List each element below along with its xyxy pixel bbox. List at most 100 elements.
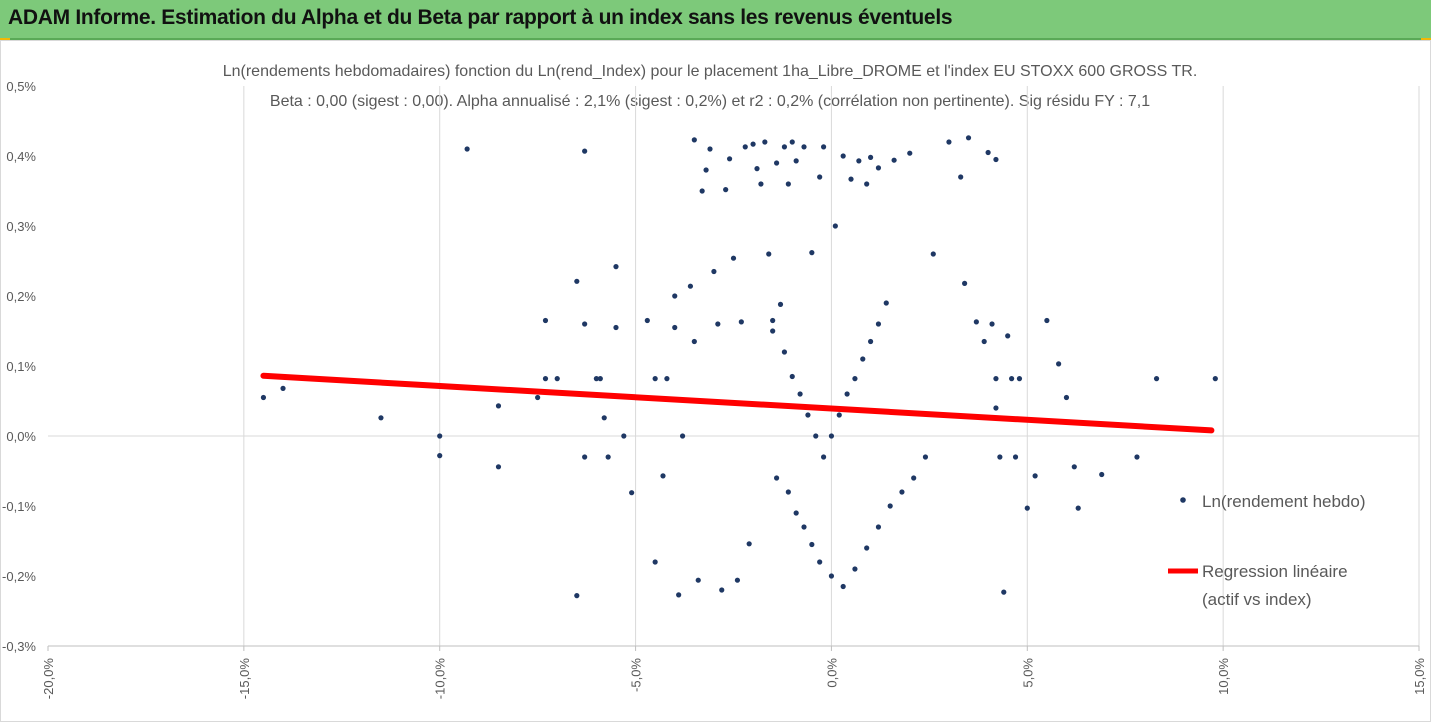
data-point xyxy=(958,174,964,180)
data-point xyxy=(766,251,772,257)
x-tick-label: 5,0% xyxy=(1020,658,1035,688)
data-point xyxy=(1005,333,1011,339)
chart-title: Ln(rendements hebdomadaires) fonction du… xyxy=(223,63,1198,80)
data-point xyxy=(1075,505,1081,511)
data-point xyxy=(605,454,611,460)
data-point xyxy=(1032,473,1038,479)
data-point xyxy=(773,160,780,166)
data-point xyxy=(981,338,987,345)
data-point xyxy=(679,433,686,439)
y-tick-label: 0,1% xyxy=(6,359,36,374)
data-point xyxy=(644,317,650,324)
legend-marker-scatter xyxy=(1180,497,1186,503)
data-point xyxy=(711,268,717,275)
y-tick-label: 0,5% xyxy=(6,79,36,94)
data-point xyxy=(836,412,842,418)
x-tick-label: -5,0% xyxy=(629,658,644,692)
data-point xyxy=(793,158,799,164)
data-point xyxy=(535,394,541,401)
data-point xyxy=(260,394,267,401)
regression-line-layer xyxy=(260,372,1215,434)
data-point xyxy=(832,223,838,229)
data-point xyxy=(660,473,666,479)
data-point xyxy=(989,321,995,327)
x-tick-label: 10,0% xyxy=(1216,658,1231,695)
data-point xyxy=(965,135,972,141)
data-point xyxy=(875,524,882,530)
data-point xyxy=(1044,317,1050,324)
data-point xyxy=(734,577,741,583)
x-tick-label: -15,0% xyxy=(237,658,252,700)
data-point xyxy=(593,376,600,382)
data-point xyxy=(844,391,850,397)
axes: -20,0% -15,0% -10,0% -5,0% 0,0% 5,0% 10,0% 15,0… xyxy=(2,79,1427,699)
data-point xyxy=(997,454,1003,460)
chart-area: Ln(rendements hebdomadaires) fonction du… xyxy=(0,40,1431,722)
data-point xyxy=(1134,454,1140,460)
data-point xyxy=(554,376,560,382)
data-point xyxy=(707,146,713,152)
data-point xyxy=(621,433,627,439)
data-point xyxy=(828,573,835,579)
data-point xyxy=(629,490,635,496)
data-point xyxy=(840,153,846,159)
data-point xyxy=(930,251,936,257)
data-point xyxy=(1212,376,1218,382)
data-point xyxy=(883,300,889,306)
y-tick-label: -0,2% xyxy=(2,569,36,584)
scatter-chart: Ln(rendements hebdomadaires) fonction du… xyxy=(0,40,1431,722)
data-point xyxy=(911,475,917,481)
chart-subtitle: Beta : 0,00 (sigest : 0,00). Alpha annua… xyxy=(270,93,1150,110)
data-point xyxy=(754,166,760,172)
data-point xyxy=(1016,376,1023,382)
data-point xyxy=(1153,376,1160,382)
data-point xyxy=(1001,589,1007,595)
data-point xyxy=(691,338,697,345)
data-point xyxy=(801,144,807,150)
report-header: ADAM Informe. Estimation du Alpha et du … xyxy=(0,0,1431,40)
data-point xyxy=(703,167,709,173)
data-point xyxy=(495,403,502,409)
gridlines xyxy=(48,86,1420,646)
data-point xyxy=(574,593,580,599)
legend: Ln(rendement hebdo) Regression linéaire (a… xyxy=(1168,492,1366,609)
data-point xyxy=(770,328,776,334)
data-point xyxy=(746,541,752,547)
data-point xyxy=(993,156,999,163)
data-point xyxy=(726,156,733,162)
data-point xyxy=(801,524,807,530)
data-point xyxy=(542,376,549,382)
legend-label-regression: Regression linéaire (actif vs index) xyxy=(1202,562,1348,609)
x-tick-label: 0,0% xyxy=(824,658,839,688)
data-point xyxy=(891,157,897,163)
data-point xyxy=(864,181,870,187)
data-point xyxy=(574,278,580,284)
data-point xyxy=(672,293,678,299)
data-point xyxy=(715,321,721,327)
data-point xyxy=(676,592,682,598)
data-point xyxy=(946,139,952,145)
data-point xyxy=(691,137,697,143)
data-point xyxy=(1071,464,1077,470)
data-point xyxy=(495,464,502,470)
data-point xyxy=(922,454,929,460)
data-point xyxy=(907,150,913,156)
data-point xyxy=(773,475,780,481)
data-point xyxy=(687,283,694,289)
y-tick-label: -0,1% xyxy=(2,499,36,514)
data-point xyxy=(582,321,588,327)
x-tick-label: -20,0% xyxy=(41,658,56,700)
data-point xyxy=(875,165,882,171)
y-tick-label: 0,4% xyxy=(6,149,36,164)
data-point xyxy=(664,376,670,382)
data-point xyxy=(437,433,443,439)
data-point xyxy=(852,566,858,572)
data-point xyxy=(582,454,588,460)
data-point xyxy=(993,405,999,411)
x-tick-label: -10,0% xyxy=(433,658,448,700)
data-point xyxy=(699,188,705,194)
data-point xyxy=(813,433,819,439)
data-point xyxy=(781,144,788,150)
data-point xyxy=(719,587,725,593)
legend-label-scatter: Ln(rendement hebdo) xyxy=(1202,492,1366,511)
